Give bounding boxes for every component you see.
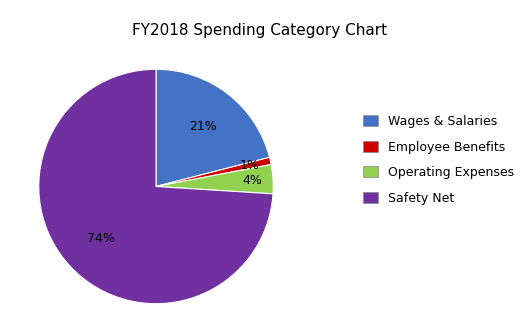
Legend: Wages & Salaries, Employee Benefits, Operating Expenses, Safety Net: Wages & Salaries, Employee Benefits, Ope… bbox=[362, 115, 514, 204]
Text: 4%: 4% bbox=[242, 174, 262, 187]
Text: 1%: 1% bbox=[240, 159, 259, 172]
Wedge shape bbox=[156, 69, 269, 186]
Wedge shape bbox=[156, 165, 273, 194]
Wedge shape bbox=[39, 69, 273, 304]
Text: 74%: 74% bbox=[86, 232, 114, 245]
Wedge shape bbox=[156, 157, 271, 186]
Text: FY2018 Spending Category Chart: FY2018 Spending Category Chart bbox=[133, 23, 387, 38]
Text: 21%: 21% bbox=[189, 120, 216, 133]
